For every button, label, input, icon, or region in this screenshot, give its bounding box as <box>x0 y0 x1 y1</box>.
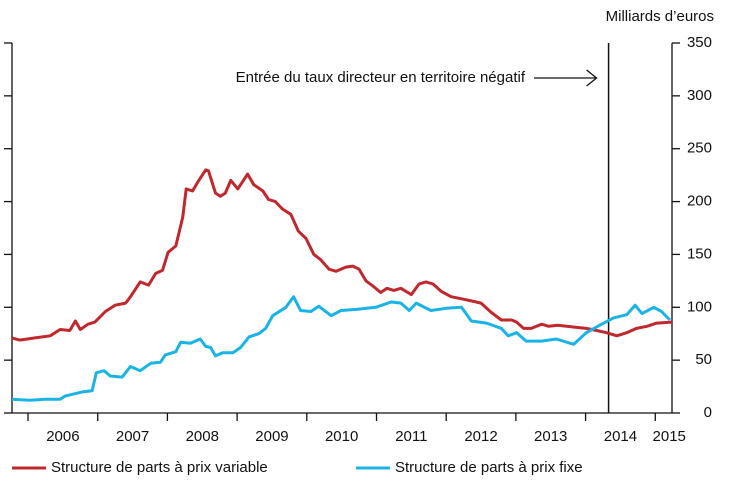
annotation: Entrée du taux directeur en territoire n… <box>236 69 526 86</box>
y-tick-label: 150 <box>687 245 712 262</box>
annotation-arrow <box>534 69 598 87</box>
series-line <box>11 295 671 402</box>
y-tick-label: 50 <box>695 351 712 368</box>
y-tick-label: 350 <box>687 34 712 51</box>
legend-label: Structure de parts à prix variable <box>51 459 268 476</box>
x-tick-label: 2015 <box>653 428 686 445</box>
x-tick-label: 2006 <box>46 428 79 445</box>
x-tick-label: 2012 <box>464 428 497 445</box>
x-tick-label: 2009 <box>255 428 288 445</box>
y-tick-label: 250 <box>687 140 712 157</box>
x-tick-label: 2014 <box>604 428 637 445</box>
series-line <box>11 168 673 342</box>
y-tick-label: 100 <box>687 298 712 315</box>
x-tick-label: 2013 <box>534 428 567 445</box>
x-tick-label: 2007 <box>116 428 149 445</box>
x-tick-label: 2008 <box>186 428 219 445</box>
y-tick-label: 200 <box>687 193 712 210</box>
legend-label: Structure de parts à prix fixe <box>395 459 583 476</box>
y-tick-label: 0 <box>704 404 712 421</box>
x-tick-label: 2011 <box>395 428 427 445</box>
y-axis-label: Milliards d’euros <box>606 8 714 25</box>
y-tick-label: 300 <box>687 87 712 104</box>
x-tick-label: 2010 <box>325 428 358 445</box>
